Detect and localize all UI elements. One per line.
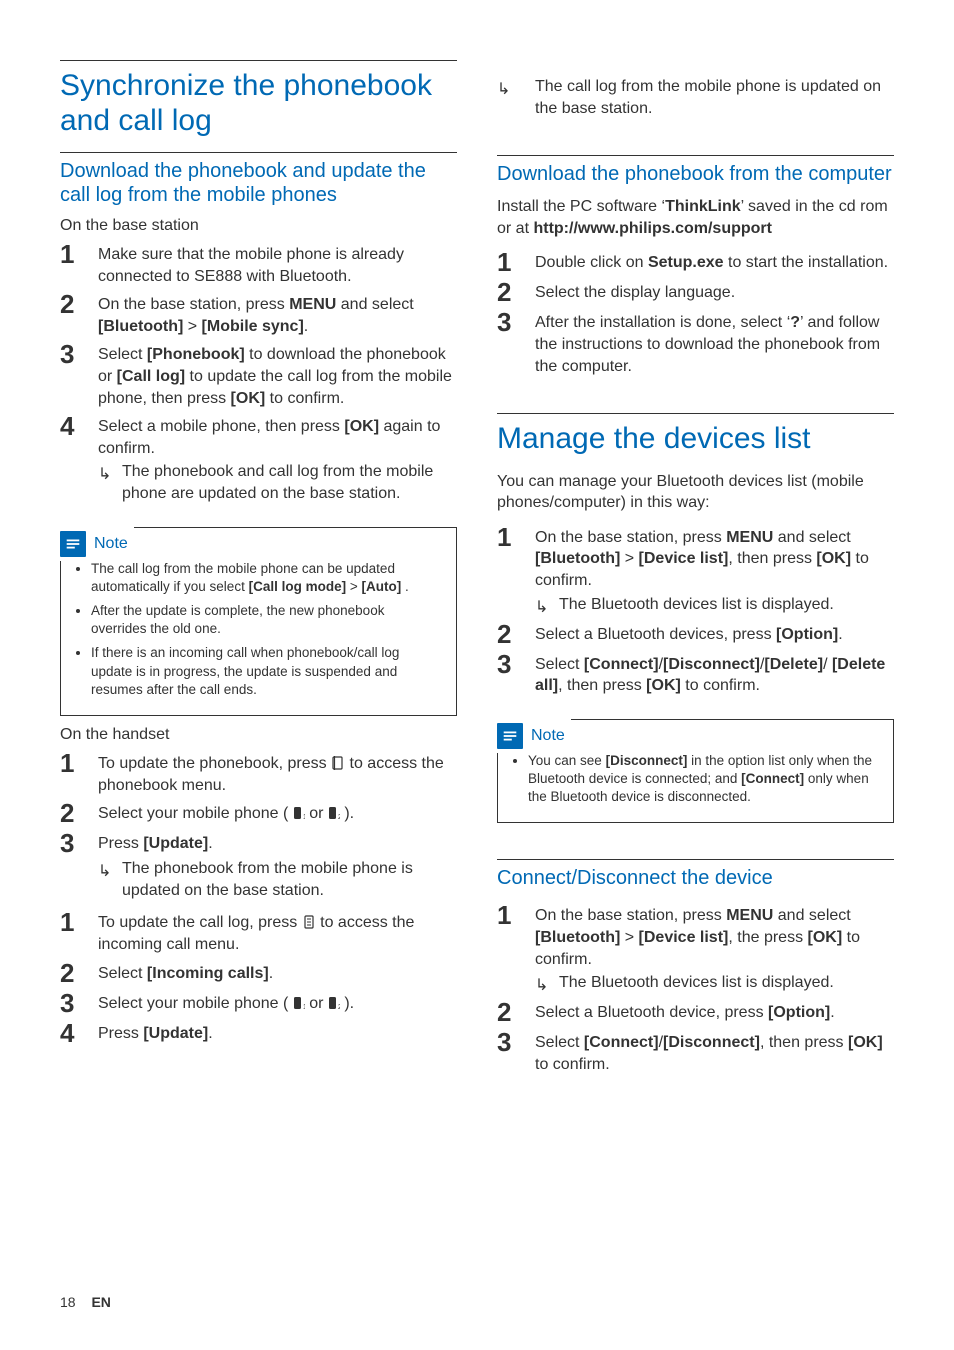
note-item: After the update is complete, the new ph… xyxy=(91,602,442,638)
step-text: Select [Connect]/[Disconnect]/[Delete]/ … xyxy=(535,649,894,697)
page-language: EN xyxy=(91,1294,110,1310)
step-number: 1 xyxy=(60,239,98,267)
note-label: Note xyxy=(94,533,128,555)
mobile2-icon: 2 xyxy=(328,996,340,1010)
result-text: The Bluetooth devices list is displayed. xyxy=(559,594,894,616)
step-list: 1On the base station, press MENU and sel… xyxy=(497,522,894,697)
subsection-title: Download the phonebook from the computer xyxy=(497,155,894,186)
step-number: 2 xyxy=(60,289,98,317)
step-number: 1 xyxy=(497,522,535,550)
step-text: Select your mobile phone ( 1 or 2 ). xyxy=(98,798,457,825)
step-text: Select [Connect]/[Disconnect], then pres… xyxy=(535,1027,894,1075)
section-title: Manage the devices list xyxy=(497,413,894,457)
result-text: The phonebook and call log from the mobi… xyxy=(122,461,457,504)
result-arrow-icon: ↳ xyxy=(98,858,122,881)
note-box: Note You can see [Disconnect] in the opt… xyxy=(497,719,894,824)
subsection-title: Download the phonebook and update the ca… xyxy=(60,152,457,207)
svg-text:1: 1 xyxy=(303,1004,305,1010)
step-number: 4 xyxy=(60,1018,98,1046)
svg-text:1: 1 xyxy=(303,814,305,820)
step-number: 2 xyxy=(497,277,535,305)
svg-text:2: 2 xyxy=(338,1004,340,1010)
step-text: Press [Update]. xyxy=(98,1018,457,1045)
result-arrow-icon: ↳ xyxy=(98,461,122,484)
step-number: 2 xyxy=(497,619,535,647)
step-number: 3 xyxy=(60,828,98,856)
page-number: 18 xyxy=(60,1294,76,1310)
phonebook-icon xyxy=(331,756,345,770)
result-text: The Bluetooth devices list is displayed. xyxy=(559,972,894,994)
step-text: On the base station, press MENU and sele… xyxy=(535,900,894,970)
step-text: Select your mobile phone ( 1 or 2 ). xyxy=(98,988,457,1015)
result-arrow-icon: ↳ xyxy=(535,594,559,617)
page-footer: 18 EN xyxy=(60,1294,111,1310)
step-text: Select a Bluetooth device, press [Option… xyxy=(535,997,894,1024)
step-text: Select a mobile phone, then press [OK] a… xyxy=(98,411,457,459)
result-arrow-icon: ↳ xyxy=(497,76,535,99)
step-list: 1On the base station, press MENU and sel… xyxy=(497,900,894,1075)
note-label: Note xyxy=(531,725,565,747)
mobile1-icon: 1 xyxy=(293,996,305,1010)
result-text: The call log from the mobile phone is up… xyxy=(535,76,894,119)
paragraph: You can manage your Bluetooth devices li… xyxy=(497,471,894,514)
result-text: The phonebook from the mobile phone is u… xyxy=(122,858,457,901)
step-number: 2 xyxy=(60,798,98,826)
step-number: 1 xyxy=(60,907,98,935)
step-number: 3 xyxy=(497,649,535,677)
step-text: After the installation is done, select ‘… xyxy=(535,307,894,377)
step-number: 3 xyxy=(60,988,98,1016)
note-item: The call log from the mobile phone can b… xyxy=(91,560,442,596)
step-text: Select [Phonebook] to download the phone… xyxy=(98,339,457,409)
step-list: 1To update the phonebook, press to acces… xyxy=(60,748,457,901)
step-text: Select [Incoming calls]. xyxy=(98,958,457,985)
step-number: 1 xyxy=(497,247,535,275)
note-item: You can see [Disconnect] in the option l… xyxy=(528,752,879,807)
step-list: 1To update the call log, press to access… xyxy=(60,907,457,1045)
note-box: Note The call log from the mobile phone … xyxy=(60,527,457,717)
step-text: Double click on Setup.exe to start the i… xyxy=(535,247,894,274)
step-list: 1Make sure that the mobile phone is alre… xyxy=(60,239,457,505)
step-number: 3 xyxy=(497,1027,535,1055)
step-number: 1 xyxy=(60,748,98,776)
note-icon xyxy=(60,531,86,557)
step-list: 1Double click on Setup.exe to start the … xyxy=(497,247,894,377)
step-number: 3 xyxy=(497,307,535,335)
step-text: On the base station, press MENU and sele… xyxy=(535,522,894,592)
section-title: Synchronize the phonebook and call log xyxy=(60,60,457,138)
paragraph: Install the PC software ‘ThinkLink’ save… xyxy=(497,196,894,239)
mobile1-icon: 1 xyxy=(293,806,305,820)
calllog-icon xyxy=(302,915,316,929)
step-text: Press [Update]. xyxy=(98,828,457,855)
step-text: Make sure that the mobile phone is alrea… xyxy=(98,239,457,287)
step-number: 3 xyxy=(60,339,98,367)
mobile2-icon: 2 xyxy=(328,806,340,820)
svg-text:2: 2 xyxy=(338,814,340,820)
group-heading: On the base station xyxy=(60,217,457,235)
step-text: Select the display language. xyxy=(535,277,894,304)
step-text: Select a Bluetooth devices, press [Optio… xyxy=(535,619,894,646)
step-text: To update the call log, press to access … xyxy=(98,907,457,955)
note-item: If there is an incoming call when phoneb… xyxy=(91,644,442,699)
step-number: 1 xyxy=(497,900,535,928)
note-icon xyxy=(497,723,523,749)
step-number: 2 xyxy=(60,958,98,986)
step-number: 2 xyxy=(497,997,535,1025)
group-heading: On the handset xyxy=(60,726,457,744)
result-arrow-icon: ↳ xyxy=(535,972,559,995)
step-number: 4 xyxy=(60,411,98,439)
step-text: On the base station, press MENU and sele… xyxy=(98,289,457,337)
subsection-title: Connect/Disconnect the device xyxy=(497,859,894,890)
step-text: To update the phonebook, press to access… xyxy=(98,748,457,796)
